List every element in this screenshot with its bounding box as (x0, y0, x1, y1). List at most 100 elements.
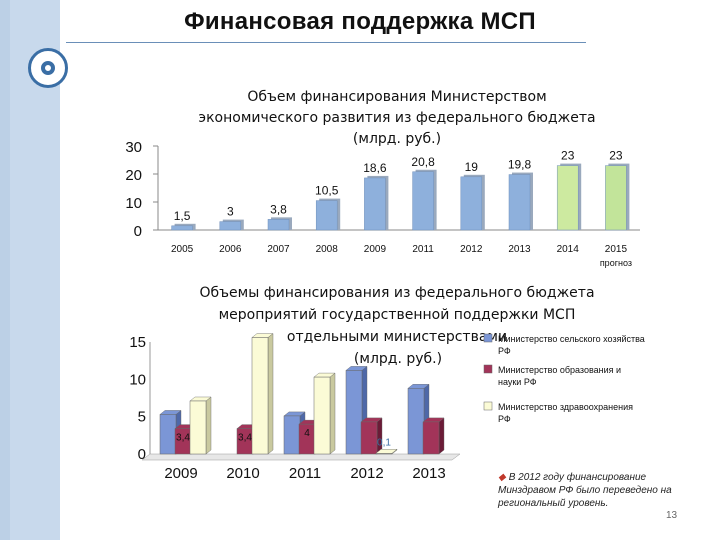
title-underline (66, 42, 586, 43)
chart1-bar-shadow (415, 169, 437, 230)
chart2-bar (345, 370, 363, 455)
chart1-x-tick-label: 2014 (557, 244, 580, 255)
chart1-x-tick-label: 2009 (364, 244, 387, 255)
chart2-title-line: Объемы финансирования из федерального бю… (199, 285, 594, 301)
chart1-data-label: 18,6 (363, 161, 387, 175)
chart2-bar (298, 423, 316, 455)
chart1-x-tick-label: 2006 (219, 244, 242, 255)
chart2-bar-top (189, 396, 212, 402)
chart1-y-tick-label: 10 (125, 195, 142, 212)
chart1-x-tick-label: 2015 (605, 244, 628, 255)
chart2-data-label: 3,4 (176, 433, 190, 444)
chart2-bar-top (345, 366, 368, 371)
chart2-bar-side (190, 424, 197, 455)
chart2-bar-top (283, 411, 306, 417)
chart1-x-tick-label: 2013 (508, 244, 531, 255)
chart2-data-label: 4 (304, 428, 310, 439)
chart2-bar (159, 414, 177, 455)
chart1-x-tick-label: 2011 (412, 244, 434, 255)
chart2-bar-top (407, 384, 430, 389)
chart2-bar-side (252, 424, 259, 455)
chart1-data-label: 23 (609, 149, 623, 163)
chart2-title-line: (млрд. руб.) (354, 351, 442, 367)
chart2-bar-side (314, 419, 321, 455)
page-number: 13 (666, 510, 678, 521)
chart2-bar-top (159, 410, 182, 415)
chart2-title-line: мероприятий государственной поддержки МС… (219, 307, 576, 323)
chart2-bar-top (313, 372, 336, 378)
chart1-bar-shadow (560, 163, 582, 230)
chart2-data-label: 3,4 (238, 433, 252, 444)
chart1-bar (556, 165, 579, 231)
chart2-bar-side (376, 417, 383, 455)
chart2-bar (283, 415, 301, 455)
chart2-bar (189, 400, 207, 455)
chart2-bar (313, 376, 331, 455)
chart1-title-line: (млрд. руб.) (353, 131, 441, 147)
chart1-bar (605, 165, 627, 231)
chart2-legend-label: Министерство сельского хозяйства РФ (498, 334, 645, 356)
chart1-bar-shadow (608, 163, 630, 230)
chart1-x-tick-label: 2008 (316, 244, 339, 255)
chart1-x-tick-label: 2012 (460, 244, 483, 255)
chart1-bar (508, 174, 531, 231)
chart2-bar-side (299, 411, 306, 455)
chart2-bar-top (375, 449, 398, 454)
chart2-legend-swatch (483, 364, 493, 374)
chart2-bar-side (205, 396, 212, 455)
chart2-legend-swatch (483, 401, 493, 411)
chart1-data-label: 19 (465, 160, 479, 174)
chart2-y-tick-label: 10 (129, 371, 146, 388)
chart2-bar (174, 428, 192, 455)
chart1-bar (267, 219, 290, 231)
chart1-x-sublabel: прогноз (600, 258, 632, 268)
chart1-y-tick-label: 30 (125, 139, 142, 156)
chart1-bar-shadow (367, 175, 389, 230)
chart1-data-label: 20,8 (411, 155, 435, 169)
chart1-bar (171, 225, 193, 231)
chart2-legend-swatch (483, 333, 493, 343)
chart1-y-tick-label: 0 (134, 223, 142, 240)
chart2-bar-top (174, 424, 197, 429)
chart1-bar (315, 200, 338, 231)
bullet-icon: ◆ (498, 472, 506, 483)
chart1-data-label: 1,5 (174, 209, 191, 223)
chart2-y-tick-label: 5 (138, 409, 146, 426)
chart2-bar-top (360, 417, 383, 423)
chart1-bar (412, 171, 434, 231)
chart2-bar (360, 421, 378, 455)
chart1-bar-shadow (174, 223, 196, 230)
chart2-y-tick-label: 0 (138, 446, 146, 463)
chart2-legend-label: Министерство образования и науки РФ (498, 365, 621, 387)
chart2-data-label: 0,1 (377, 437, 391, 448)
chart1-x-tick-label: 2007 (267, 244, 290, 255)
chart1-bar-shadow (222, 219, 244, 230)
footnote-text: В 2012 году финансирование Минздравом РФ… (498, 472, 672, 509)
chart2-x-tick-label: 2012 (350, 465, 383, 482)
chart2-bar-side (267, 333, 274, 455)
chart1-data-label: 10,5 (315, 184, 339, 198)
chart2-bar-side (438, 417, 445, 455)
footnote: ◆ В 2012 году финансирование Минздравом Р… (498, 471, 698, 510)
chart1-data-label: 3 (227, 205, 234, 219)
chart2-bar (236, 428, 254, 455)
chart2-y-tick-label: 15 (129, 334, 146, 351)
chart1-data-label: 23 (561, 149, 575, 163)
chart2-bar-side (361, 365, 368, 455)
side-decoration-inner (10, 0, 60, 540)
chart2-bar (407, 388, 425, 455)
chart2-x-tick-label: 2010 (226, 465, 259, 482)
chart2-bar-side (391, 448, 398, 455)
logo-ring (28, 48, 68, 88)
chart1-bar (219, 221, 242, 231)
chart1-bar (364, 177, 386, 231)
chart2-bar (251, 337, 269, 455)
chart2-x-tick-label: 2013 (412, 465, 445, 482)
chart1-bar-shadow (463, 174, 485, 230)
chart2-bar (422, 421, 440, 455)
chart1-x-tick-label: 2005 (171, 244, 194, 255)
chart2-bar-side (423, 383, 430, 455)
logo-dot (41, 61, 55, 75)
